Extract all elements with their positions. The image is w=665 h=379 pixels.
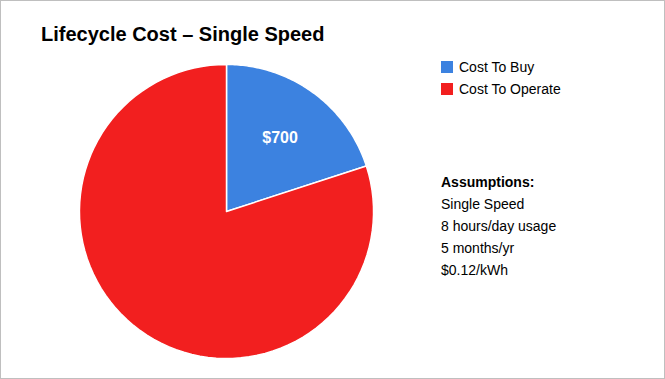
html-text:Lifecycle Cost – Single Speed: Lifecycle Cost – Single Speed: [41, 23, 325, 45]
html-text:Cost To Operate: Cost To Operate: [459, 81, 561, 97]
html-text:Assumptions:: Assumptions:: [441, 174, 535, 190]
html-text:5 months/yr: 5 months/yr: [441, 240, 515, 256]
svg-text:$700: $700: [262, 129, 298, 146]
html-text:8 hours/day usage: 8 hours/day usage: [441, 218, 557, 234]
html-text:Single Speed: Single Speed: [441, 196, 525, 212]
html-text:$0.12/kWh: $0.12/kWh: [441, 262, 508, 278]
html-text:Cost To Buy: Cost To Buy: [459, 59, 535, 75]
